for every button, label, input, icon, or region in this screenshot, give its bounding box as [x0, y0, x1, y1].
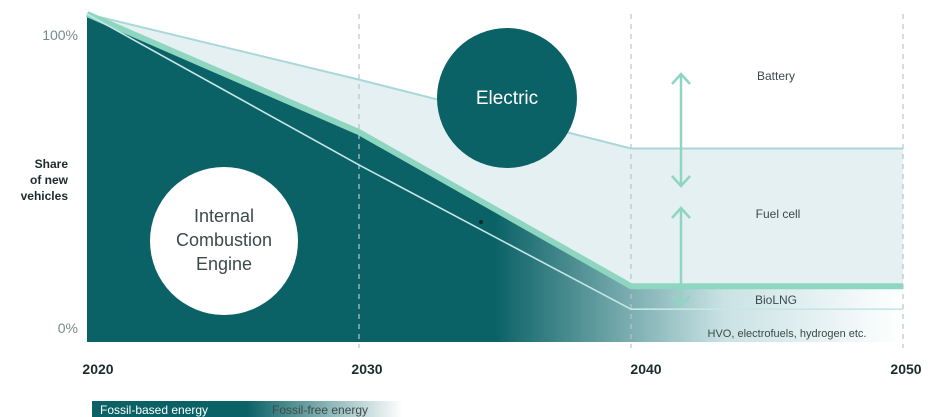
y-tick-100: 100% — [42, 27, 78, 43]
ice-label-line2: Combustion — [176, 230, 272, 250]
electric-label: Electric — [476, 88, 538, 109]
series-line-ice — [86, 13, 903, 310]
ice-label-line3: Engine — [196, 254, 252, 274]
marker-dot — [479, 220, 483, 224]
x-tick-2030: 2030 — [351, 361, 382, 377]
y-tick-0: 0% — [58, 320, 78, 336]
legend-fossil-free: Fossil-free energy — [272, 403, 368, 417]
ice-bubble — [150, 167, 298, 315]
range-arrow-fuelcell — [671, 206, 691, 308]
range-arrow-battery — [671, 72, 691, 188]
x-tick-2050: 2050 — [890, 361, 921, 377]
y-axis-label-line1: Share — [35, 157, 69, 171]
x-tick-2020: 2020 — [82, 361, 113, 377]
legend-gradient-bar — [92, 401, 402, 417]
annotation-biolng: BioLNG — [755, 293, 797, 307]
legend-fossil-based: Fossil-based energy — [100, 403, 208, 417]
y-axis-label-line2: of new — [30, 173, 69, 187]
annotation-fuel-cell: Fuel cell — [756, 207, 801, 221]
electric-bubble — [437, 28, 577, 168]
ice-label-line1: Internal — [194, 206, 254, 226]
series-line-electric — [85, 11, 903, 290]
annotation-hvo: HVO, electrofuels, hydrogen etc. — [708, 328, 867, 340]
x-tick-2040: 2040 — [630, 361, 661, 377]
annotation-battery: Battery — [757, 69, 795, 83]
y-axis-label-line3: vehicles — [21, 189, 69, 203]
